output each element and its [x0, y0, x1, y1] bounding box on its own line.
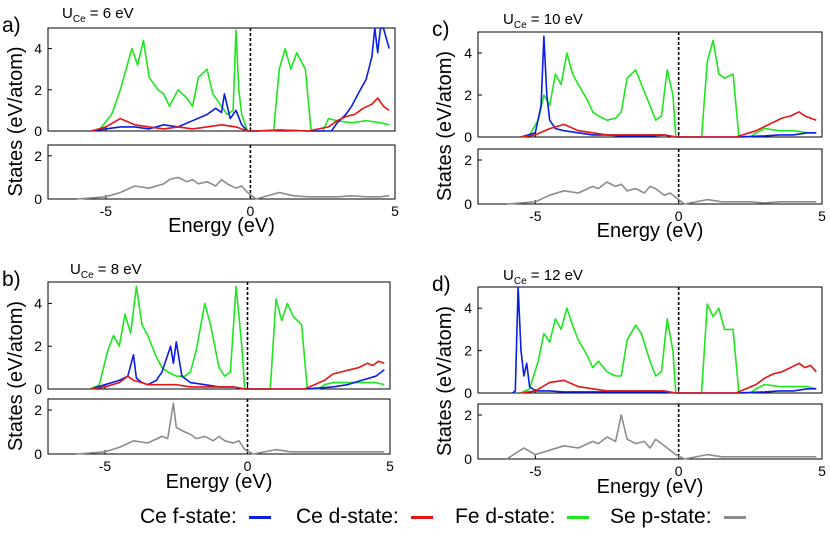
series-line-ce-f	[91, 27, 390, 132]
top-axes-frame	[477, 31, 823, 138]
x-tick-label: 0	[244, 458, 252, 474]
legend-swatch-ce-f	[248, 515, 271, 519]
y-tick-label: 2	[464, 407, 472, 423]
x-tick-label: 5	[391, 203, 399, 219]
x-tick-label: -5	[99, 458, 112, 474]
x-tick-label: 5	[818, 463, 826, 479]
series-line-se-p	[76, 176, 390, 200]
y-tick-label: 4	[464, 45, 472, 61]
y-tick-label: 2	[464, 343, 472, 359]
series-line-ce-d	[520, 362, 817, 394]
y-tick-label: 0	[34, 191, 42, 207]
legend-item-fe-d: Fe d-state:	[455, 505, 590, 529]
y-tick-label: 0	[34, 123, 42, 139]
bottom-axes-frame	[477, 403, 823, 460]
legend-item-ce-f: Ce f-state:	[140, 505, 271, 529]
legend-item-se-p: Se p-state:	[610, 505, 746, 529]
series-line-ce-d	[520, 111, 817, 138]
x-axis-title: Energy (eV)	[597, 476, 704, 498]
series-line-fe-d	[520, 303, 817, 394]
y-axis-title: States (eV/atom)	[434, 51, 456, 201]
y-tick-label: 0	[464, 129, 472, 145]
x-tick-label: -5	[100, 203, 113, 219]
series-line-se-p	[506, 414, 817, 460]
legend-swatch-ce-d	[410, 515, 433, 519]
y-tick-label: 0	[464, 385, 472, 401]
y-tick-label: 2	[34, 82, 42, 98]
y-tick-label: 2	[34, 148, 42, 164]
series-line-ce-d	[91, 97, 390, 132]
panel-label: c)	[432, 18, 450, 41]
legend-label: Se p-state:	[610, 505, 712, 528]
series-line-se-p	[76, 402, 385, 455]
y-tick-label: 2	[464, 152, 472, 168]
legend-label: Ce f-state:	[140, 505, 237, 528]
y-axis-title: States (eV/atom)	[5, 46, 27, 196]
panel-label: b)	[2, 268, 21, 291]
top-axes-frame	[47, 27, 396, 132]
x-tick-label: 0	[247, 203, 255, 219]
legend-label: Fe d-state:	[455, 505, 556, 528]
y-axis-title: States (eV/atom)	[5, 301, 27, 451]
y-tick-label: 2	[34, 402, 42, 418]
x-axis-title: Energy (eV)	[166, 471, 273, 493]
series-line-ce-f	[511, 286, 817, 394]
series-line-ce-d	[90, 360, 385, 390]
y-tick-label: 4	[34, 295, 42, 311]
legend-swatch-fe-d	[567, 515, 590, 519]
y-tick-label: 0	[464, 196, 472, 212]
bottom-axes-frame	[47, 144, 396, 200]
top-axes-frame	[47, 281, 391, 390]
legend-swatch-se-p	[723, 515, 746, 519]
u-label: UCe = 8 eV	[70, 261, 142, 281]
panel-label: d)	[432, 273, 451, 296]
legend-item-ce-d: Ce d-state:	[296, 505, 433, 529]
x-tick-label: 5	[818, 208, 826, 224]
y-tick-label: 0	[34, 446, 42, 462]
u-label: UCe = 10 eV	[503, 11, 583, 31]
y-axis-title: States (eV/atom)	[434, 306, 456, 456]
x-tick-label: -5	[529, 463, 542, 479]
legend: Ce f-state: Ce d-state: Fe d-state: Se p…	[0, 505, 830, 533]
series-line-se-p	[506, 181, 817, 205]
x-tick-label: 0	[675, 208, 683, 224]
legend-label: Ce d-state:	[296, 505, 399, 528]
x-axis-title: Energy (eV)	[168, 215, 275, 237]
y-tick-label: 2	[464, 87, 472, 103]
x-tick-label: 5	[386, 458, 394, 474]
x-axis-title: Energy (eV)	[597, 220, 704, 242]
y-tick-label: 0	[34, 381, 42, 397]
panel-label: a)	[2, 14, 21, 37]
x-tick-label: -5	[529, 208, 542, 224]
y-tick-label: 4	[34, 41, 42, 57]
y-tick-label: 4	[464, 300, 472, 316]
bottom-axes-frame	[477, 148, 823, 205]
series-line-ce-f	[90, 341, 385, 390]
series-line-ce-f	[520, 35, 817, 138]
bottom-axes-frame	[47, 398, 391, 455]
series-line-fe-d	[90, 285, 385, 390]
top-axes-frame	[477, 286, 823, 394]
u-label: UCe = 6 eV	[62, 5, 134, 25]
x-tick-label: 0	[675, 463, 683, 479]
y-tick-label: 2	[34, 338, 42, 354]
u-label: UCe = 12 eV	[503, 267, 583, 287]
y-tick-label: 0	[464, 451, 472, 467]
